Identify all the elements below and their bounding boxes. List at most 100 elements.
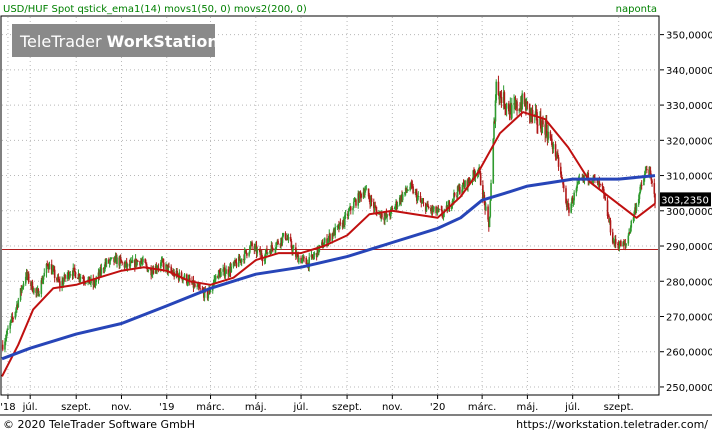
candle-body — [37, 289, 40, 296]
candle-body — [249, 244, 252, 247]
candle-body — [572, 200, 575, 204]
candle-body — [370, 198, 373, 202]
candle-body — [427, 203, 429, 208]
candle-body — [557, 153, 559, 158]
candle-body — [630, 220, 633, 228]
candle-body — [493, 121, 495, 139]
candle-body — [14, 312, 17, 319]
candle-body — [549, 131, 552, 139]
candle-body — [165, 264, 167, 269]
y-tick-label: 330,0000 — [666, 101, 712, 112]
candle-body — [21, 286, 23, 292]
candle-body — [192, 280, 195, 288]
candle-body — [493, 121, 496, 123]
candle-body — [38, 293, 40, 296]
candle-body — [234, 259, 237, 263]
candle-body — [459, 186, 461, 194]
candle-body — [10, 316, 13, 320]
candle-body — [72, 267, 75, 276]
candle-body — [381, 213, 383, 218]
candle-body — [271, 245, 273, 248]
candle-body — [391, 208, 394, 210]
candle-body — [637, 199, 640, 205]
candle-body — [536, 124, 539, 126]
candle-body — [336, 225, 339, 228]
instrument-label: USD/HUF Spot — [3, 4, 74, 15]
candle-body — [499, 92, 502, 97]
candle-body — [344, 214, 347, 216]
footer-link[interactable]: https://workstation.teletrader.com/ — [516, 418, 708, 431]
candle-body — [69, 274, 72, 276]
plot-frame — [0, 15, 660, 396]
candle-body — [497, 81, 500, 95]
candle-body — [162, 262, 165, 269]
x-tick-label: szept. — [61, 402, 91, 413]
candle-body — [593, 175, 595, 178]
candle-body — [573, 192, 575, 201]
candle-body — [186, 283, 189, 285]
y-tick-label: 340,0000 — [666, 66, 712, 77]
candle-body — [21, 286, 24, 288]
candle-body — [420, 201, 423, 203]
candle-body — [263, 259, 266, 262]
candle-body — [427, 207, 430, 209]
candle-body — [456, 186, 459, 197]
candle-body — [292, 247, 295, 249]
candle-body — [531, 109, 534, 117]
candle-body — [485, 206, 487, 210]
candle-body — [461, 189, 463, 194]
candle-body — [425, 206, 428, 212]
candle-body — [207, 294, 210, 299]
candle-body — [347, 210, 350, 216]
candle-body — [46, 263, 49, 266]
candle-body — [301, 259, 303, 263]
candle-body — [1, 344, 4, 350]
candle-body — [222, 269, 224, 272]
candle-body — [409, 186, 411, 191]
candle-body — [232, 262, 235, 267]
x-tick-label: '19 — [159, 402, 174, 413]
candle-body — [48, 264, 51, 270]
candle-body — [256, 249, 259, 254]
candle-body — [433, 206, 435, 210]
candle-body — [404, 192, 406, 195]
candle-body — [62, 280, 65, 284]
candle-body — [503, 92, 506, 108]
candle-body — [40, 280, 43, 294]
candle-body — [650, 175, 653, 181]
candle-body — [467, 178, 470, 182]
candle-body — [338, 222, 341, 230]
candle-body — [51, 269, 54, 275]
candle-body — [235, 262, 238, 267]
candle-body — [462, 182, 464, 190]
candle-body — [97, 272, 100, 279]
candle-body — [31, 281, 34, 292]
candle-body — [136, 260, 138, 265]
logo-light: TeleTrader — [19, 32, 102, 51]
candle-body — [225, 269, 227, 274]
candle-body — [599, 183, 601, 185]
candle-body — [66, 275, 69, 279]
candle-body — [635, 204, 638, 212]
candle-body — [131, 259, 134, 263]
candle-body — [217, 270, 220, 279]
candle-body — [165, 264, 168, 266]
candle-body — [4, 341, 6, 350]
candle-body — [214, 279, 216, 281]
ma-layer — [1, 111, 656, 377]
candle-body — [116, 257, 118, 264]
candle-body — [308, 257, 311, 268]
candle-body — [259, 249, 262, 256]
candle-body — [632, 217, 635, 221]
candle-body — [489, 200, 492, 217]
candle-body — [145, 264, 148, 267]
candle-body — [568, 207, 570, 213]
candle-body — [344, 215, 346, 226]
candle-body — [251, 242, 253, 247]
candle-body — [313, 252, 316, 256]
candle-body — [410, 182, 413, 185]
logo-bold: WorkStation — [107, 32, 219, 51]
candle-body — [275, 247, 277, 250]
